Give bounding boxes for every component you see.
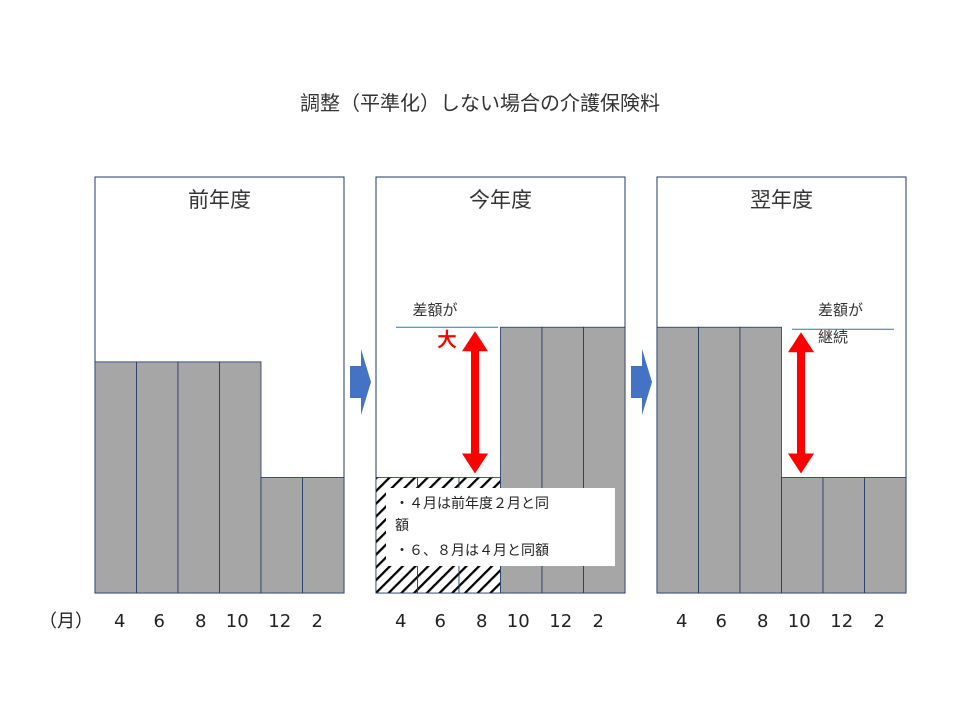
bar-month-4: [656, 326, 699, 594]
x-tick-label: 8: [195, 611, 206, 632]
bar-month-8: [739, 326, 782, 594]
panel-previous-year: 前年度 4 6 8 10 12 2: [94, 176, 345, 632]
difference-label: 差額が: [818, 301, 863, 319]
right-arrow-icon: [631, 349, 652, 415]
double-headed-arrow-icon: [788, 332, 814, 474]
x-axis-unit-label: （月）: [39, 611, 93, 632]
x-tick-label: 8: [757, 611, 768, 632]
x-tick-label: 2: [312, 611, 323, 632]
panel-title: 翌年度: [750, 188, 813, 212]
panel-next-year: 翌年度 4 6 8 10 12 2: [656, 176, 907, 632]
double-headed-arrow-icon: [462, 331, 488, 474]
note-line: 額: [395, 518, 409, 534]
x-tick-label: 6: [716, 611, 727, 632]
difference-label: 差額が: [412, 301, 457, 319]
x-tick-label: 8: [476, 611, 487, 632]
x-tick-label: 10: [226, 611, 249, 632]
x-tick-label: 2: [874, 611, 885, 632]
bar-month-10: [219, 361, 262, 594]
x-tick-label: 2: [593, 611, 604, 632]
x-tick-label: 4: [395, 611, 406, 632]
bar-month-2: [864, 477, 907, 594]
note-line: ・６、８月は４月と同額: [395, 543, 549, 559]
bar-month-6: [698, 326, 741, 594]
chart-title: 調整（平準化）しない場合の介護保険料: [300, 91, 660, 115]
bar-month-8: [177, 361, 220, 594]
x-tick-label: 4: [676, 611, 687, 632]
x-tick-label: 10: [507, 611, 530, 632]
note-background: [386, 488, 615, 566]
bar-month-2: [302, 477, 345, 594]
bar-month-4: [94, 361, 137, 594]
x-tick-label: 12: [830, 611, 853, 632]
right-arrow-icon: [350, 349, 371, 415]
x-tick-label: 4: [114, 611, 125, 632]
x-tick-label: 12: [268, 611, 291, 632]
panel-title: 今年度: [469, 188, 532, 212]
x-tick-label: 12: [549, 611, 572, 632]
bar-month-10: [781, 477, 824, 594]
bar-month-12: [260, 477, 303, 594]
panel-title: 前年度: [188, 188, 251, 212]
x-tick-label: 10: [788, 611, 811, 632]
bar-month-12: [822, 477, 865, 594]
x-tick-label: 6: [154, 611, 165, 632]
note-line: ・４月は前年度２月と同: [395, 495, 549, 512]
x-tick-label: 6: [435, 611, 446, 632]
bar-month-6: [136, 361, 179, 594]
difference-continues-label: 継続: [818, 328, 848, 346]
difference-large-label: 大: [437, 328, 456, 351]
